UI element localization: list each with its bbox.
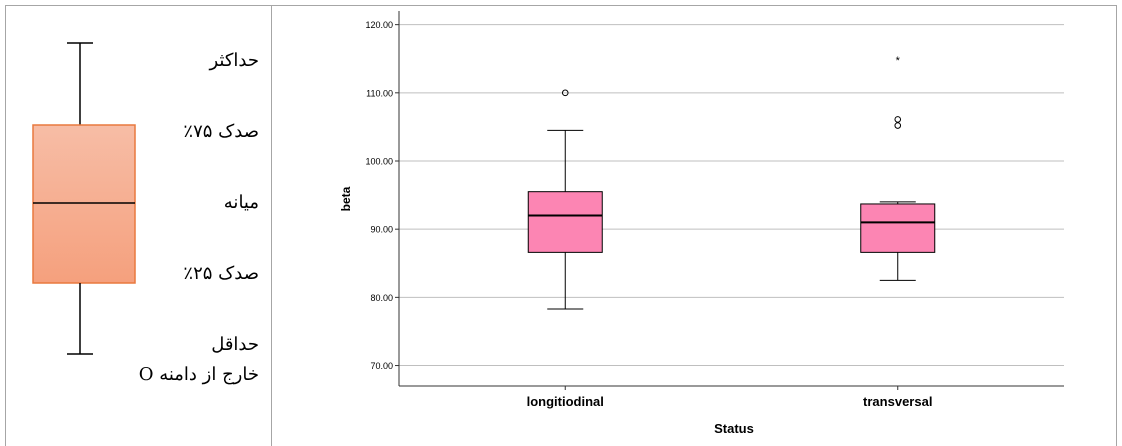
x-tick-label: transversal: [863, 394, 932, 409]
iqr-box: [527, 191, 603, 253]
legend-boxplot-diagram: [32, 42, 136, 355]
legend-label-max: حداکثر: [209, 50, 259, 71]
legend-label-min: حداقل: [211, 334, 259, 355]
boxplot-legend: حداکثر صدک ۷۵٪ میانه صدک ۲۵٪ حداقل خارج …: [6, 6, 271, 446]
outlier-point: [561, 89, 569, 97]
y-axis-label: beta: [339, 186, 353, 211]
box-group-transversal: *: [860, 55, 936, 281]
legend-label-outlier: خارج از دامنه O: [138, 364, 259, 385]
frame-right-border: [1116, 5, 1117, 446]
panel-divider: [271, 5, 272, 446]
legend-label-q1: صدک ۲۵٪: [183, 263, 259, 284]
x-axis-label: Status: [714, 421, 754, 436]
boxplot-series: *: [527, 55, 936, 310]
y-axis-ticks: 70.00 80.00 90.00 100.00 110.00 120.00: [365, 20, 399, 371]
legend-box: [32, 124, 136, 284]
legend-label-q3: صدک ۷۵٪: [183, 121, 259, 142]
y-tick-label: 80.00: [370, 293, 393, 303]
box-group-longitiodinal: [527, 89, 603, 310]
y-tick-label: 70.00: [370, 361, 393, 371]
frame-left-border: [5, 5, 6, 446]
x-axis-tick-labels: longitiodinal transversal: [527, 386, 932, 409]
legend-label-median: میانه: [223, 192, 259, 213]
x-tick-label: longitiodinal: [527, 394, 604, 409]
iqr-box: [860, 203, 936, 253]
outlier-point: [894, 122, 902, 129]
y-tick-label: 120.00: [365, 20, 393, 30]
grid-lines: [399, 24, 1064, 367]
boxplot-chart: 70.00 80.00 90.00 100.00 110.00 120.00 * long…: [339, 11, 1064, 436]
y-tick-label: 90.00: [370, 225, 393, 235]
outlier-point: [894, 116, 902, 123]
frame-top-border: [5, 5, 1117, 6]
y-tick-label: 110.00: [366, 88, 393, 98]
y-tick-label: 100.00: [365, 157, 393, 167]
extreme-point: *: [896, 55, 901, 67]
